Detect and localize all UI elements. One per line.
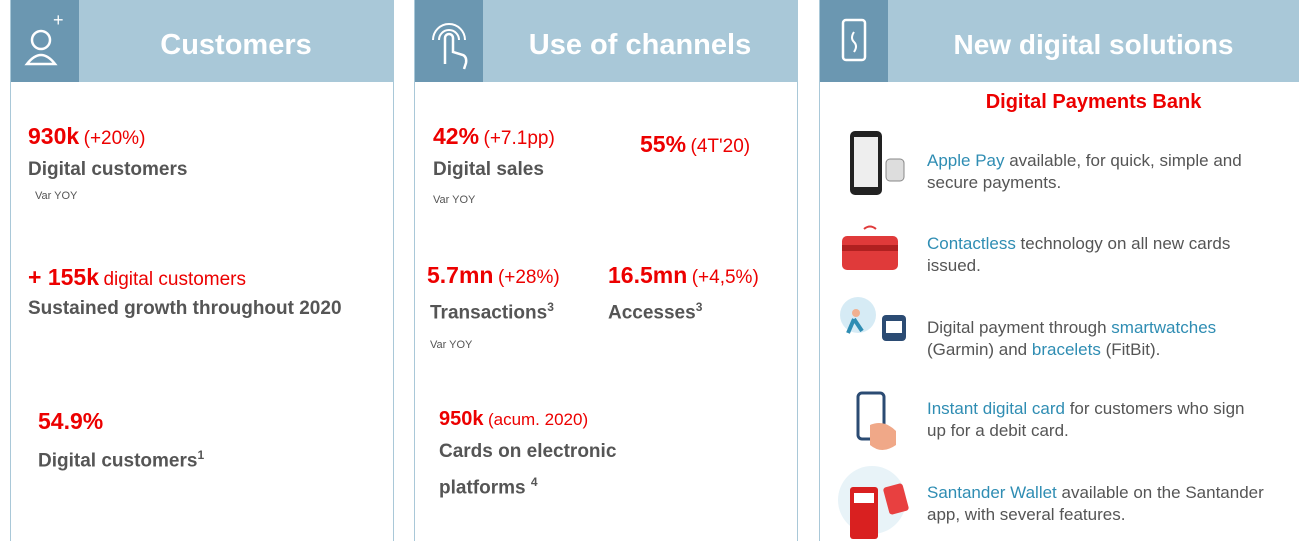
value: 54.9% [38,408,103,434]
highlight: Santander Wallet [927,483,1057,502]
value: 5.7mn [427,262,493,288]
user-icon: + [11,0,79,82]
icon-box [415,0,483,82]
label: Digital customers [28,155,187,185]
text: Digital payment through [927,318,1111,337]
solutions-panel: New digital solutions Digital Payments B… [819,0,1299,541]
note: (+7.1pp) [484,128,555,149]
panel-title: Customers [79,0,393,82]
value: 42% [433,123,479,149]
label: Sustained growth throughout 2020 [28,294,348,324]
channels-panel: Use of channels 42% (+7.1pp) Digital sal… [414,0,798,541]
item: Apple Pay available, for quick, simple a… [927,150,1267,194]
note: digital customers [103,269,246,290]
item: Digital payment through smartwatches (Ga… [927,317,1287,361]
label: Digital sales [433,155,544,185]
sub: Var YOY [433,194,475,206]
highlight: bracelets [1032,340,1101,359]
sub: Var YOY [35,190,77,202]
phone-icon [820,0,888,82]
panel-title: New digital solutions [888,0,1299,82]
label: Transactions [430,302,547,323]
label: Accesses [608,302,696,323]
footnote: 3 [547,300,554,314]
text: (Garmin) and [927,340,1032,359]
customers-panel: + Customers 930k (+20%) Digital customer… [10,0,394,541]
touch-icon [415,0,483,82]
value: 950k [439,408,484,430]
value: 16.5mn [608,262,687,288]
note: (4T'20) [691,136,751,157]
footnote: 4 [531,475,538,489]
item: Instant digital card for customers who s… [927,398,1267,442]
item: Santander Wallet available on the Santan… [927,482,1267,526]
icon-box [820,0,888,82]
page: {"panels":[ {"title":"Customers","blocks… [0,0,1299,541]
svg-text:+: + [53,10,64,30]
note: (acum. 2020) [488,410,588,429]
footnote: 1 [197,448,204,462]
sub: Var YOY [430,339,472,351]
highlight: Contactless [927,234,1016,253]
panel-title: Use of channels [483,0,797,82]
note: (+4,5%) [692,267,759,288]
note: (+28%) [498,267,560,288]
note: (+20%) [84,128,146,149]
value: + 155k [28,264,99,290]
text: (FitBit). [1101,340,1161,359]
highlight: smartwatches [1111,318,1216,337]
item-icons [830,125,925,541]
subtitle: Digital Payments Bank [888,91,1299,114]
highlight: Instant digital card [927,399,1065,418]
icon-box: + [11,0,79,82]
value: 930k [28,123,79,149]
label: Digital customers [38,450,197,471]
highlight: Apple Pay [927,151,1005,170]
value: 55% [640,131,686,157]
footnote: 3 [696,300,703,314]
label: Cards on electronic platforms [439,441,616,498]
item: Contactless technology on all new cards … [927,233,1267,277]
